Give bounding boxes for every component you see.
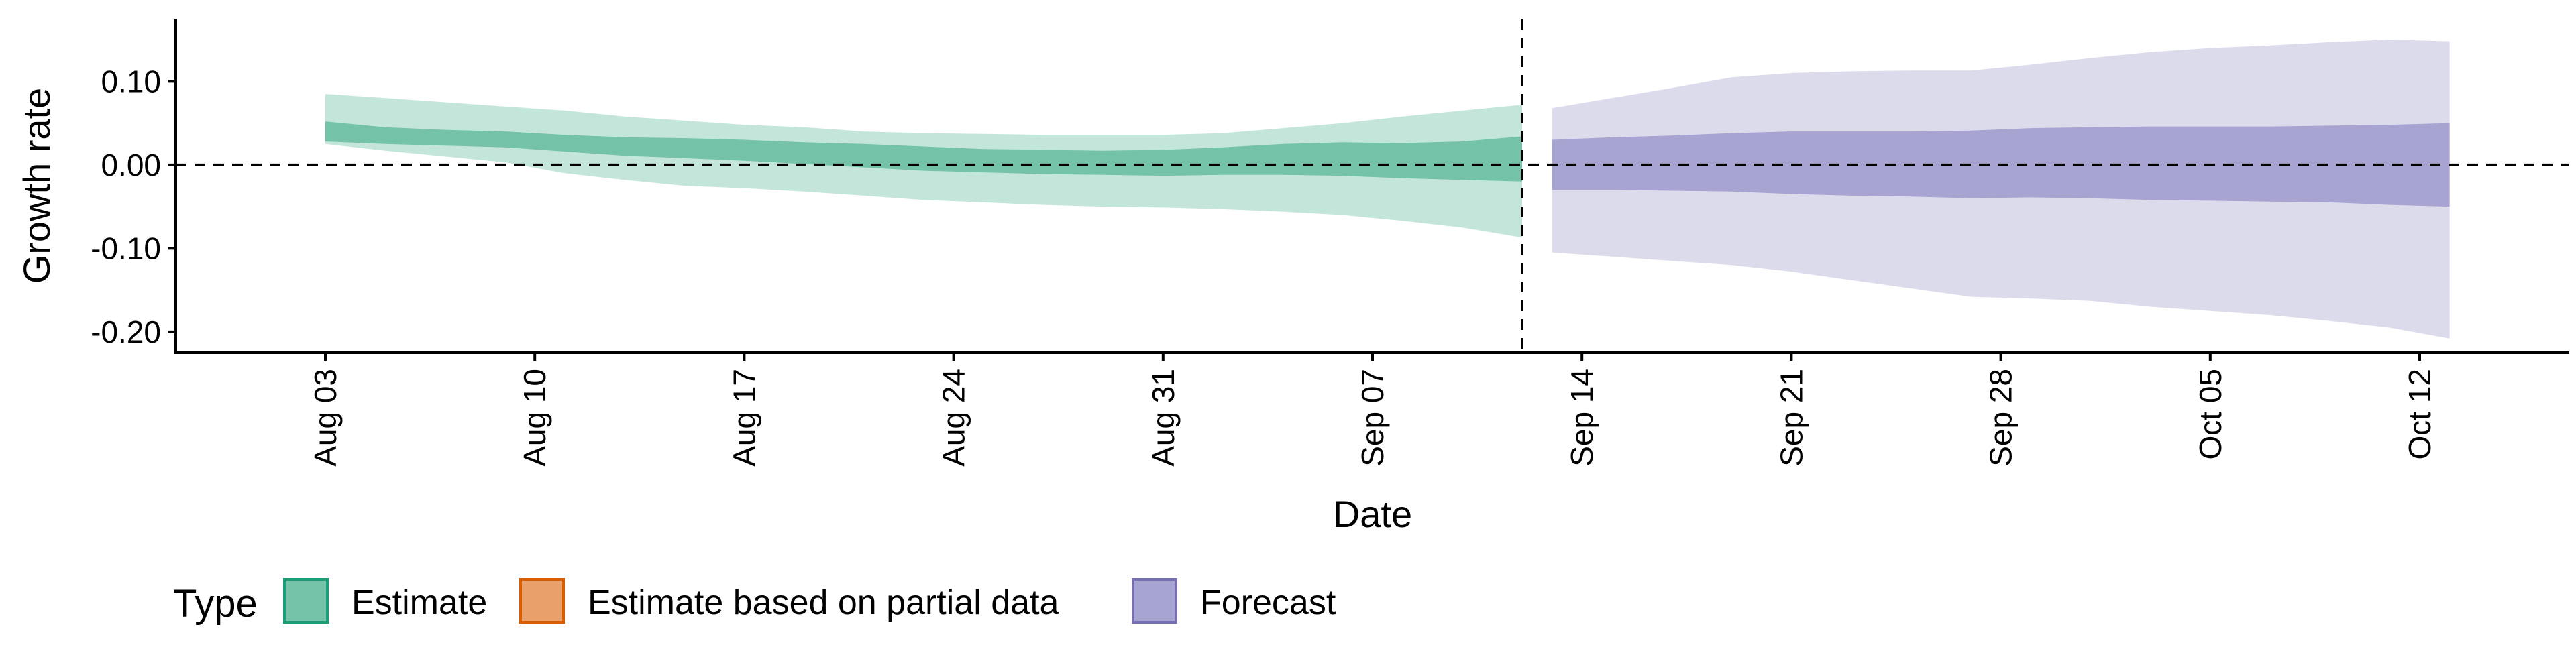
- y-tick-label: -0.20: [91, 314, 161, 349]
- legend: Type Estimate Estimate based on partial d…: [173, 578, 1336, 626]
- ticks-layer: 0.10 0.00 -0.10 -0.20 Aug 03 Aug 10 Aug 17 Aug …: [91, 64, 2437, 466]
- legend-label: Estimate: [352, 583, 487, 622]
- x-tick-label: Sep 28: [1984, 369, 2019, 467]
- y-tick-label: 0.00: [101, 148, 161, 182]
- estimate-based-on-partial-datalegend-key: [519, 578, 565, 624]
- ribbons-layer: [325, 40, 2450, 339]
- x-tick-label: Aug 31: [1146, 369, 1181, 467]
- x-tick-label: Oct 05: [2193, 369, 2228, 460]
- y-tick-label: -0.10: [91, 231, 161, 266]
- x-tick-label: Sep 14: [1564, 369, 1599, 467]
- forecastlegend-key: [1132, 578, 1177, 624]
- x-tick-label: Aug 03: [308, 369, 343, 467]
- estimate-inner-band: [325, 121, 1522, 182]
- legend-label: Forecast: [1200, 583, 1336, 622]
- x-tick-label: Sep 07: [1355, 369, 1390, 467]
- x-tick-label: Aug 24: [936, 369, 971, 467]
- legend-label: Estimate based on partial data: [588, 583, 1059, 622]
- estimatelegend-key: [283, 578, 329, 624]
- y-tick-label: 0.10: [101, 64, 161, 99]
- x-tick-label: Oct 12: [2402, 369, 2437, 460]
- x-tick-label: Sep 21: [1774, 369, 1809, 467]
- x-axis-title: Date: [1333, 493, 1412, 535]
- legend-title: Type: [173, 582, 258, 626]
- reference-lines-layer: [176, 19, 2569, 353]
- y-axis-title: Growth rate: [15, 88, 58, 284]
- x-tick-label: Aug 10: [517, 369, 552, 467]
- x-tick-label: Aug 17: [727, 369, 761, 467]
